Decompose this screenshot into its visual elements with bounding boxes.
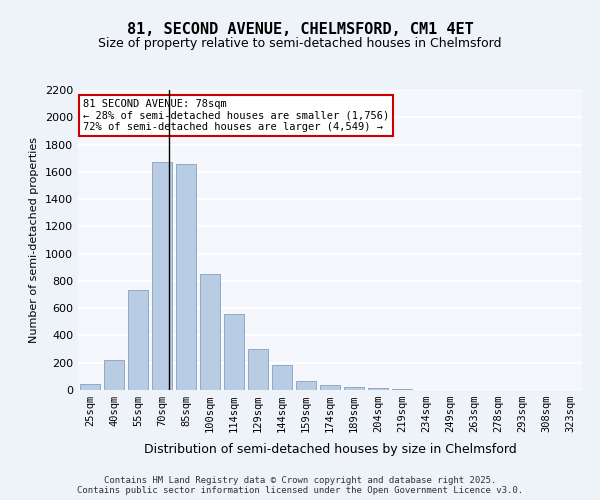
Bar [320,385,340,390]
Bar [272,366,292,390]
Bar [248,349,268,390]
Text: 81, SECOND AVENUE, CHELMSFORD, CM1 4ET: 81, SECOND AVENUE, CHELMSFORD, CM1 4ET [127,22,473,38]
Y-axis label: Number of semi-detached properties: Number of semi-detached properties [29,137,40,343]
Text: Contains HM Land Registry data © Crown copyright and database right 2025.
Contai: Contains HM Land Registry data © Crown c… [77,476,523,495]
Bar [152,162,172,390]
Bar [368,388,388,390]
Bar [224,314,244,390]
Bar [128,290,148,390]
Text: 81 SECOND AVENUE: 78sqm
← 28% of semi-detached houses are smaller (1,756)
72% of: 81 SECOND AVENUE: 78sqm ← 28% of semi-de… [83,99,389,132]
Bar [344,388,364,390]
X-axis label: Distribution of semi-detached houses by size in Chelmsford: Distribution of semi-detached houses by … [143,444,517,456]
Bar [104,360,124,390]
Bar [176,164,196,390]
Text: Size of property relative to semi-detached houses in Chelmsford: Size of property relative to semi-detach… [98,38,502,51]
Bar [80,384,100,390]
Bar [296,381,316,390]
Bar [200,274,220,390]
